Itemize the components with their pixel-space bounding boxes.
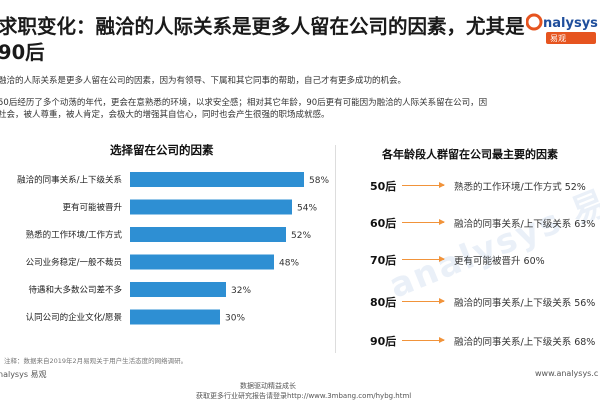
age-group-factor: 融洽的同事关系/上下级关系 56% (454, 298, 596, 309)
logo-wordmark: nalysys (543, 16, 598, 31)
age-group-label: 80后 (370, 296, 397, 309)
bar (130, 199, 292, 215)
arrow-right-icon (402, 298, 445, 304)
age-group-factor: 融洽的同事关系/上下级关系 68% (454, 337, 596, 348)
footer-brand: nalysys 易观 (0, 370, 47, 379)
panel-divider (335, 145, 336, 353)
age-group-label: 50后 (370, 180, 397, 193)
description-line-1: 融洽的人际关系是更多人留在公司的因素，因为有领导、下属和其它同事的帮助，自己才有… (0, 76, 407, 86)
age-group-label: 60后 (370, 217, 397, 230)
bar-category-label: 认同公司的企业文化/愿景 (26, 312, 122, 323)
age-group-factor: 熟悉的工作环境/工作方式 52% (454, 182, 586, 193)
bar-category-label: 熟悉的工作环境/工作方式 (26, 230, 123, 241)
arrow-right-icon (402, 182, 445, 188)
bar (130, 172, 304, 187)
description-line-2: 50后经历了多个动荡的年代，更会在意熟悉的环境，以求安全感；相对其它年龄，90后… (0, 98, 488, 108)
footer-url: www.analysys.c (535, 369, 599, 378)
page-title-line2: 90后 (0, 41, 45, 64)
description-line-3: 社会，被人尊重，被人肯定，会极大的增强其自信心，同时也会产生很强的职场成就感。 (0, 110, 330, 120)
bar-value-label: 30% (225, 314, 245, 324)
age-group-label: 70后 (370, 254, 397, 267)
bar (130, 227, 286, 242)
analysys-logo: nalysys 易观 (525, 6, 600, 46)
bar (130, 282, 226, 297)
bar-value-label: 52% (291, 231, 311, 241)
bar-category-label: 待遇和大多数公司差不多 (28, 285, 122, 296)
logo-ring-icon (525, 13, 543, 31)
bar-value-label: 32% (231, 286, 251, 296)
arrow-right-icon (402, 337, 445, 343)
bar-category-label: 更有可能被晋升 (62, 202, 122, 213)
bar-value-label: 58% (309, 176, 329, 186)
left-chart-title: 选择留在公司的因素 (110, 143, 214, 157)
bar-category-label: 公司业务稳定/一般不裁员 (26, 257, 122, 268)
bar-category-label: 融洽的同事关系/上下级关系 (17, 175, 122, 186)
logo-cn: 易观 (550, 34, 566, 43)
footer-slogan: 数据驱动精益成长 (240, 382, 296, 390)
bar-value-label: 48% (279, 259, 299, 269)
age-group-factor: 更有可能被晋升 60% (454, 256, 545, 267)
age-group-label: 90后 (370, 335, 397, 348)
arrow-right-icon (402, 256, 445, 262)
right-panel-title: 各年龄段人群留在公司最主要的因素 (382, 148, 558, 161)
bar (130, 309, 220, 325)
arrow-right-icon (402, 219, 445, 225)
factor-bar-chart: 融洽的同事关系/上下级关系 58% 更有可能被晋升 54% 熟悉的工作环境/工作方式 52… (17, 172, 329, 325)
footer-source: 注释：数据来自2019年2月易观关于用户生活态度的网络调研。 (4, 357, 188, 365)
footer-report-link[interactable]: 获取更多行业研究报告请登录http://www.3mbang.com/hybg.… (196, 392, 412, 400)
age-group-factor: 融洽的同事关系/上下级关系 63% (454, 219, 596, 230)
bar-value-label: 54% (297, 204, 317, 214)
page-title: 求职变化：融洽的人际关系是更多人留在公司的因素，尤其是 (0, 15, 525, 38)
bar (130, 254, 274, 270)
